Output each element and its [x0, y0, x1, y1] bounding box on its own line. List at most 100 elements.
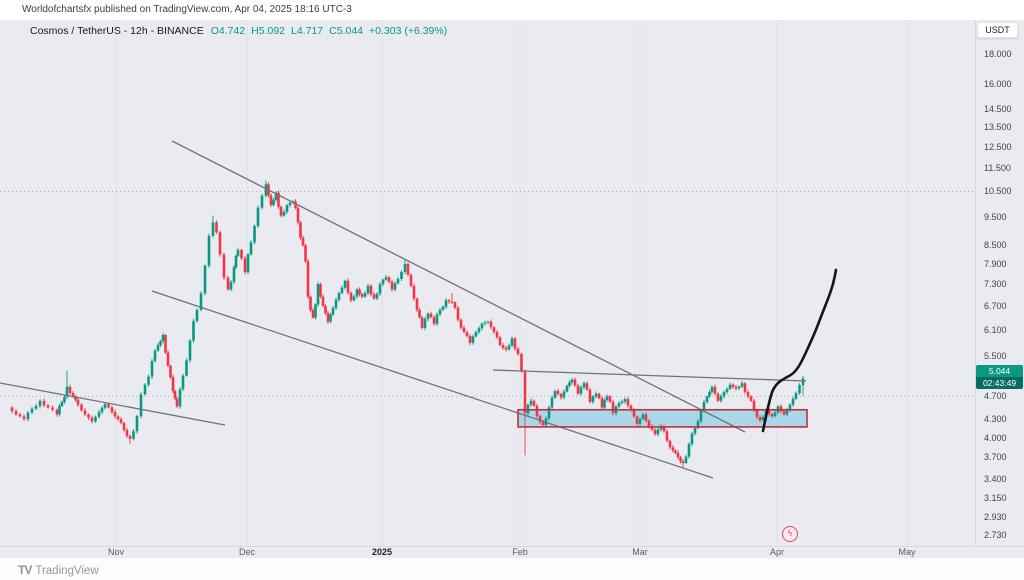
candle-body	[728, 384, 732, 390]
ohlc-high: H5.092	[251, 25, 286, 37]
candle-body	[169, 365, 172, 378]
candle-body	[346, 280, 350, 293]
candle-body	[597, 393, 601, 399]
candle-body	[562, 391, 566, 398]
candle-body	[785, 409, 789, 415]
candle-body	[620, 401, 624, 404]
candle-body	[520, 354, 523, 372]
candle-body	[600, 398, 604, 408]
candle-body	[529, 400, 533, 405]
candle-body	[547, 407, 551, 419]
candle-body	[147, 376, 150, 385]
candle-body	[116, 416, 120, 420]
candle-body	[535, 405, 539, 417]
candle-body	[132, 431, 135, 439]
candle-body	[495, 332, 499, 338]
price-tick-label: 13.500	[984, 122, 1012, 133]
candle-body	[316, 284, 320, 305]
candle-body	[690, 433, 694, 444]
candle-body	[450, 301, 454, 303]
candle-body	[211, 222, 215, 236]
tradingview-logo[interactable]: TV TradingView	[18, 563, 99, 577]
candle-body	[638, 419, 642, 424]
ohlc-close: C5.044	[329, 25, 363, 37]
candle-body	[63, 396, 66, 402]
candle-body	[591, 396, 595, 402]
candle-body	[260, 195, 264, 208]
resistance-line	[492, 369, 807, 382]
candle-body	[256, 207, 260, 226]
candle-body	[626, 399, 630, 406]
candle-body	[659, 426, 663, 430]
candle-body	[674, 450, 677, 453]
ohlc-readout: O4.742 H5.092 L4.717 C5.044 +0.303 (+6.39%)	[211, 25, 454, 37]
candle-body	[369, 285, 373, 295]
candle-body	[668, 440, 672, 448]
price-tick-label: 3.150	[984, 493, 1007, 504]
candle-body	[58, 405, 61, 415]
candle-body	[603, 399, 606, 408]
chart-canvas[interactable]	[0, 20, 1024, 558]
currency-toggle-button[interactable]: USDT	[977, 22, 1018, 38]
candle-body	[329, 314, 332, 322]
candle-body	[246, 254, 250, 273]
candle-body	[681, 461, 685, 463]
candle-body	[480, 323, 484, 329]
candle-body	[798, 385, 801, 394]
candle-body	[801, 378, 805, 386]
candle-body	[51, 407, 54, 410]
candle-body	[767, 410, 771, 415]
candle-body	[650, 426, 654, 430]
candle-body	[390, 281, 394, 290]
candle-body	[178, 389, 182, 407]
candle-body	[477, 328, 481, 333]
candle-body	[632, 410, 636, 417]
price-tick-label: 2.730	[984, 529, 1007, 540]
candle-body	[611, 401, 615, 414]
candle-body	[713, 386, 717, 394]
candle-body	[770, 414, 774, 417]
candle-body	[507, 345, 511, 350]
attribution-text: Worldofchartsfx published on TradingView…	[22, 4, 352, 15]
candle-body	[207, 235, 211, 266]
candle-body	[74, 396, 77, 400]
candle-body	[489, 321, 493, 328]
candle-body	[60, 401, 64, 406]
candle-body	[181, 375, 185, 390]
candle-body	[249, 242, 253, 255]
price-tick-label: 4.000	[984, 432, 1007, 443]
last-price-label: 5.044	[976, 365, 1023, 378]
candle-body	[705, 396, 709, 403]
candle-body	[699, 410, 703, 422]
price-tick-label: 4.300	[984, 414, 1007, 425]
candle-body	[687, 443, 691, 457]
candle-body	[304, 245, 307, 262]
candle-body	[55, 409, 59, 415]
candle-body	[164, 334, 167, 353]
candle-body	[97, 412, 101, 417]
candle-body	[671, 447, 675, 451]
candle-body	[306, 261, 310, 297]
symbol-title[interactable]: Cosmos / TetherUS - 12h - BINANCE	[30, 25, 204, 37]
candle-body	[349, 292, 353, 301]
price-tick-label: 4.700	[984, 391, 1007, 402]
time-tick-label: May	[898, 547, 916, 557]
candle-body	[253, 225, 256, 243]
candle-body	[696, 421, 700, 429]
candle-body	[462, 327, 466, 333]
ohlc-open: O4.742	[210, 25, 246, 37]
candle-body	[122, 422, 126, 431]
candle-body	[755, 410, 759, 418]
candle-body	[773, 412, 777, 417]
candle-body	[617, 403, 621, 407]
candle-body	[294, 201, 297, 208]
candle-body	[384, 277, 388, 280]
candle-body	[746, 391, 750, 397]
price-tick-label: 2.930	[984, 511, 1007, 522]
candle-body	[459, 319, 463, 328]
event-lightning-icon[interactable]: ϟ	[782, 526, 798, 542]
candle-body	[100, 407, 104, 413]
candle-body	[532, 400, 536, 406]
bar-countdown-label: 02:43:49	[976, 377, 1023, 390]
